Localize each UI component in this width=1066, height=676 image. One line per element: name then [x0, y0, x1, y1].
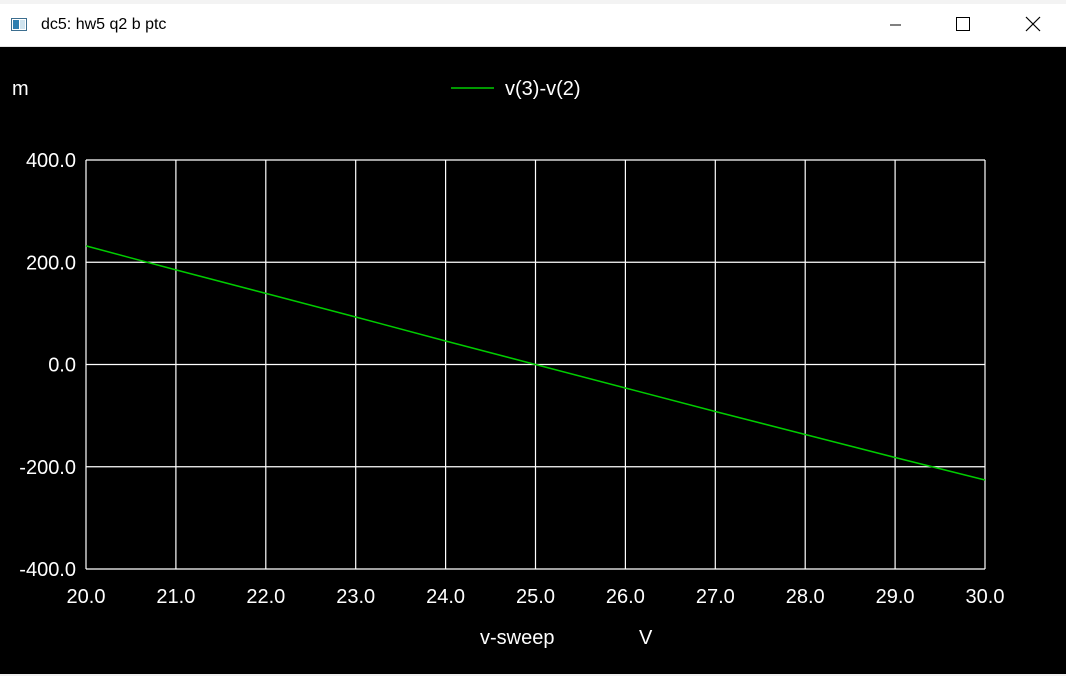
maximize-icon	[956, 17, 970, 31]
grid	[85, 159, 986, 570]
minimize-icon	[890, 24, 901, 26]
x-tick-label: 28.0	[786, 586, 825, 608]
tick-labels: 20.0 21.0 22.0 23.0 24.0 25.0 26.0 27.0 28.0 29.0…	[19, 150, 1004, 608]
x-tick-label: 20.0	[67, 586, 106, 608]
maximize-button[interactable]	[940, 4, 986, 46]
close-button[interactable]	[1010, 4, 1056, 46]
x-axis-unit: V	[639, 627, 653, 649]
chart-svg: 20.0 21.0 22.0 23.0 24.0 25.0 26.0 27.0 28.0 29.0…	[12, 78, 1004, 649]
title-bar[interactable]: dc5: hw5 q2 b ptc	[0, 4, 1066, 47]
y-tick-label: -400.0	[19, 559, 76, 581]
y-tick-label: 0.0	[48, 355, 76, 377]
x-tick-label: 26.0	[606, 586, 645, 608]
x-tick-label: 30.0	[966, 586, 1005, 608]
window-title: dc5: hw5 q2 b ptc	[41, 16, 167, 33]
minimize-button[interactable]	[872, 4, 918, 46]
x-tick-label: 21.0	[156, 586, 195, 608]
close-icon	[1025, 16, 1041, 32]
plot-area[interactable]: 20.0 21.0 22.0 23.0 24.0 25.0 26.0 27.0 28.0 29.0…	[0, 47, 1066, 674]
x-tick-label: 29.0	[876, 586, 915, 608]
legend-label: v(3)-v(2)	[505, 78, 581, 100]
y-tick-label: 200.0	[26, 252, 76, 274]
x-tick-label: 24.0	[426, 586, 465, 608]
traces	[85, 245, 986, 481]
window-bottom-border	[0, 674, 1066, 676]
y-unit-label: m	[12, 78, 29, 100]
x-tick-label: 25.0	[516, 586, 555, 608]
y-tick-label: -200.0	[19, 457, 76, 479]
x-tick-label: 23.0	[336, 586, 375, 608]
x-tick-label: 22.0	[246, 586, 285, 608]
x-tick-label: 27.0	[696, 586, 735, 608]
y-tick-label: 400.0	[26, 150, 76, 172]
app-icon	[11, 18, 27, 31]
x-axis-label: v-sweep	[480, 627, 554, 649]
background-window-strip	[0, 0, 1066, 4]
series-line	[85, 245, 986, 481]
